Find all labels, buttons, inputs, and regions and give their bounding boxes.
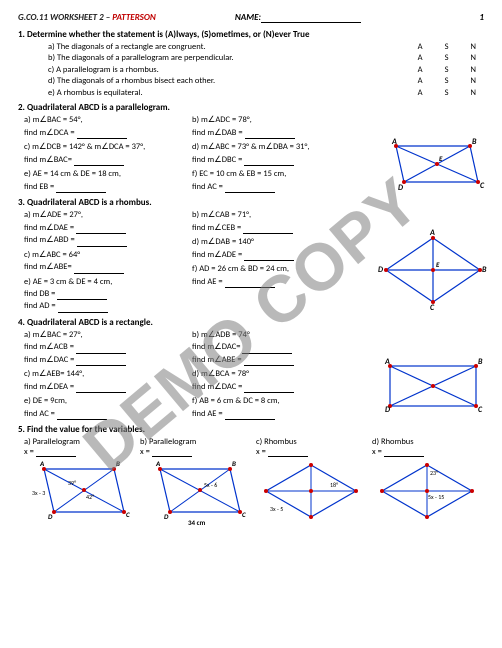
- svg-text:A: A: [384, 357, 390, 367]
- q5-title: 5. Find the value for the variables.: [18, 424, 484, 435]
- svg-text:B: B: [232, 459, 236, 468]
- svg-text:D: D: [48, 512, 53, 521]
- q3-figure: A B C D E: [378, 232, 488, 308]
- q1-body: a) The diagonals of a rectangle are cong…: [48, 42, 484, 99]
- svg-text:3x - 5: 3x - 5: [270, 505, 283, 513]
- q2-body: a) m∠BAC = 54°,find m∠DCA = c) m∠DCB = 1…: [24, 115, 354, 194]
- q4-body: a) m∠BAC = 27°,find m∠ACB = find m∠DAC =…: [24, 330, 354, 421]
- q3-body: a) m∠ADE = 27°,find m∠DAE = find m∠ABD =…: [24, 210, 354, 314]
- svg-text:B: B: [478, 357, 483, 367]
- svg-text:D: D: [398, 183, 403, 193]
- svg-text:C: C: [126, 510, 130, 519]
- svg-text:A: A: [429, 228, 435, 238]
- svg-text:3x - 3: 3x - 3: [32, 489, 45, 497]
- svg-text:D: D: [378, 265, 383, 275]
- svg-text:5x - 6: 5x - 6: [204, 481, 217, 489]
- q4-title: 4. Quadrilateral ABCD is a rectangle.: [18, 317, 484, 328]
- q4-figure: A B C D: [378, 358, 488, 414]
- svg-text:B: B: [116, 459, 120, 468]
- svg-text:B: B: [472, 137, 477, 147]
- svg-text:C: C: [478, 405, 483, 415]
- svg-text:D: D: [385, 405, 390, 415]
- svg-text:A: A: [155, 459, 161, 468]
- svg-text:39°: 39°: [68, 479, 76, 487]
- svg-text:A: A: [39, 459, 45, 468]
- svg-text:C: C: [242, 510, 246, 519]
- svg-text:42°: 42°: [86, 493, 94, 501]
- svg-text:A: A: [391, 137, 397, 147]
- svg-text:34 cm: 34 cm: [188, 518, 206, 527]
- svg-text:23°: 23°: [430, 469, 438, 477]
- page-number: 1: [464, 12, 484, 23]
- worksheet-header: G.CO.11 WORKSHEET 2 – PATTERSON NAME: 1: [18, 12, 484, 23]
- svg-text:B: B: [482, 265, 487, 275]
- q2-title: 2. Quadrilateral ABCD is a parallelogram…: [18, 102, 484, 113]
- svg-text:5x - 15: 5x - 15: [428, 493, 444, 501]
- q5a-figure: A B C D 39° 42° 3x - 3: [24, 457, 134, 527]
- q5d-figure: 23° 5x - 15: [372, 457, 482, 527]
- svg-text:E: E: [436, 260, 440, 269]
- q5b-figure: A B C D 5x - 6 34 cm: [140, 457, 250, 531]
- q3-title: 3. Quadrilateral ABCD is a rhombus.: [18, 197, 484, 208]
- q5c-figure: 18° 3x - 5: [256, 457, 366, 527]
- q5-body: a) Parallelogramx = AB CD 39°42° 3x - 3 …: [24, 437, 484, 534]
- svg-text:18°: 18°: [330, 481, 338, 489]
- svg-text:E: E: [439, 154, 443, 163]
- course-title: G.CO.11 WORKSHEET 2 – PATTERSON: [18, 12, 156, 23]
- svg-text:D: D: [164, 512, 169, 521]
- svg-text:C: C: [480, 181, 485, 191]
- name-field: NAME:: [235, 12, 385, 23]
- q2-figure: A B C D E: [378, 138, 488, 194]
- svg-text:C: C: [430, 303, 435, 313]
- q1-title: 1. Determine whether the statement is (A…: [18, 29, 484, 40]
